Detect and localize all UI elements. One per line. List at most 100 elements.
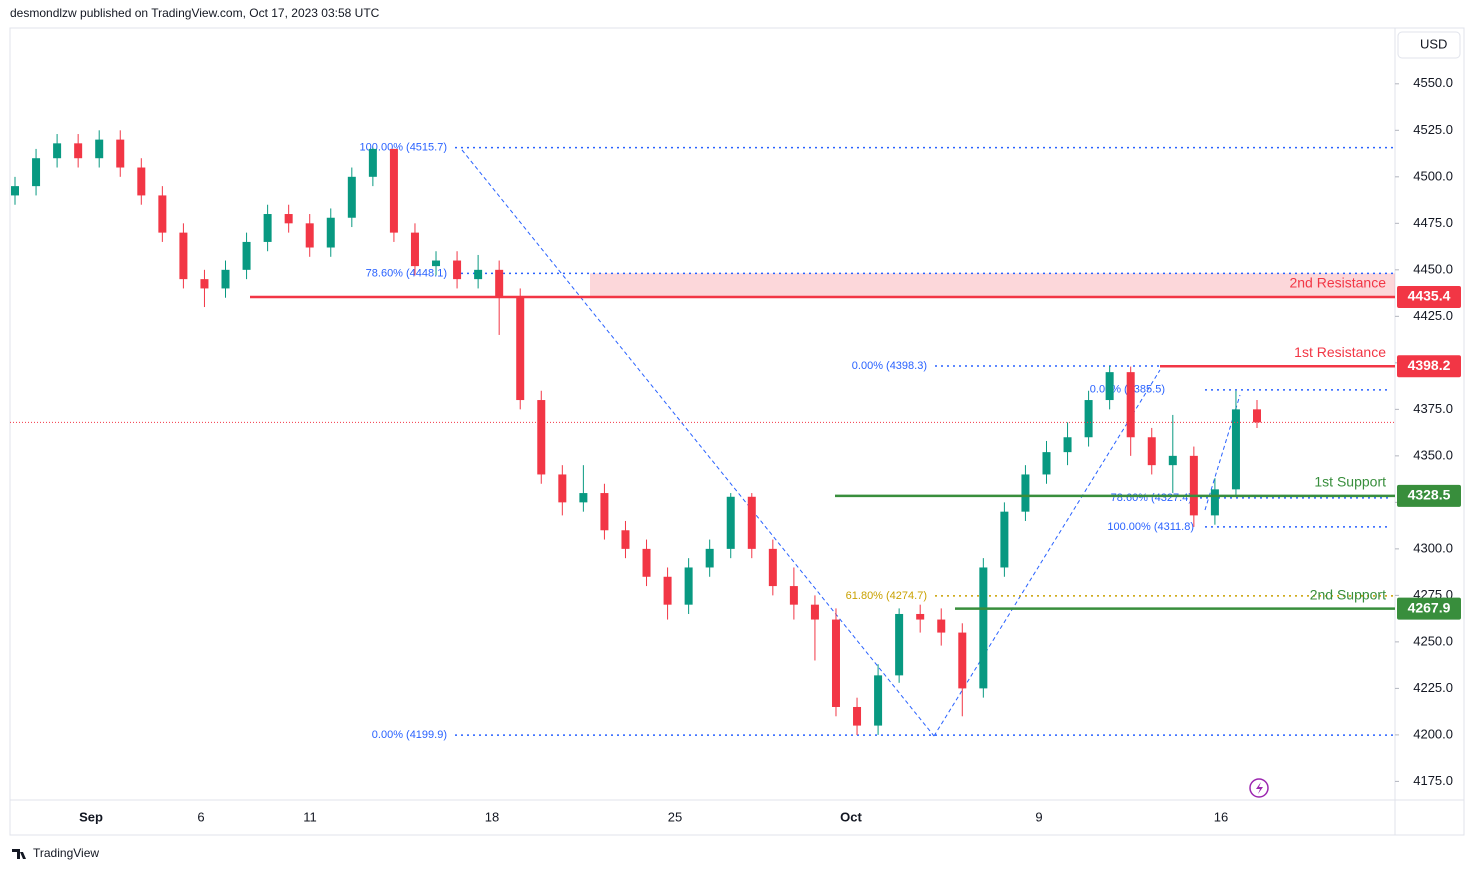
level-name: 2nd Resistance — [1289, 275, 1386, 291]
candle-body — [263, 214, 272, 242]
candle-body — [874, 675, 883, 726]
fib-label: 78.60% (4448.1) — [366, 267, 447, 279]
footer: TradingView — [33, 846, 99, 860]
fib-connectors — [461, 149, 1241, 737]
level-name: 1st Support — [1314, 474, 1386, 490]
candle-body — [1063, 437, 1072, 453]
logo — [12, 849, 26, 859]
y-tick-label: 4450.0 — [1413, 261, 1453, 276]
fib-label: 78.60% (4327.4) — [1111, 492, 1192, 504]
y-tick-label: 4250.0 — [1413, 633, 1453, 648]
candle-body — [853, 706, 862, 726]
candle-body — [810, 604, 819, 620]
candle-body — [537, 400, 546, 475]
level-name: 2nd Support — [1310, 586, 1386, 602]
candle-body — [1168, 455, 1177, 466]
candle-body — [768, 548, 777, 587]
candle-body — [137, 167, 146, 196]
y-tick-label: 4425.0 — [1413, 308, 1453, 323]
candle-body — [1253, 409, 1261, 423]
currency-box[interactable] — [1397, 31, 1461, 59]
candle-body — [200, 279, 209, 289]
fib-label: 100.00% (4311.8) — [1107, 521, 1194, 533]
x-tick-label: 6 — [197, 809, 204, 824]
candle-body — [1126, 372, 1135, 438]
y-tick-label: 4375.0 — [1413, 401, 1453, 416]
candle-body — [474, 269, 483, 280]
candle-body — [221, 269, 230, 289]
candle-body — [642, 548, 651, 577]
candle-body — [389, 148, 398, 233]
y-tick-label: 4350.0 — [1413, 447, 1453, 462]
candle-body — [410, 232, 419, 267]
candle-body — [684, 567, 693, 605]
y-tick-label: 4475.0 — [1413, 215, 1453, 230]
candle-body — [305, 223, 314, 248]
candle-body — [242, 241, 251, 270]
fib-label: 61.80% (4274.7) — [846, 590, 927, 602]
frame — [9, 27, 1465, 836]
candle-body — [95, 139, 104, 159]
level-price-box — [1397, 597, 1461, 620]
header: desmondlzw published on TradingView.com,… — [10, 6, 380, 20]
currency: USD — [1420, 36, 1447, 51]
y-tick-label: 4550.0 — [1413, 75, 1453, 90]
candle-body — [1042, 452, 1051, 475]
candle-body — [284, 214, 293, 224]
candle-body — [1210, 489, 1219, 516]
candle-body — [368, 148, 377, 177]
candle-body — [116, 139, 125, 168]
candle-body — [32, 158, 41, 187]
candle-body — [179, 232, 188, 280]
candle-body — [432, 260, 441, 267]
fib-label: 0.00% (4398.3) — [852, 360, 927, 372]
level-price: 4267.9 — [1408, 599, 1451, 615]
candle-body — [705, 548, 714, 568]
candle-body — [958, 632, 967, 689]
y-tick-label: 4175.0 — [1413, 773, 1453, 788]
candle-body — [621, 530, 630, 549]
level-price-box — [1397, 355, 1461, 378]
candle-body — [326, 217, 335, 248]
fib-label: 0.00% (4199.9) — [372, 729, 447, 741]
x-tick-label: 25 — [668, 809, 682, 824]
candle-body — [789, 586, 798, 605]
candle-body — [663, 576, 672, 605]
x-tick-label: 9 — [1035, 809, 1042, 824]
candle-body — [831, 619, 840, 707]
candle-body — [1105, 372, 1114, 401]
y-tick-label: 4200.0 — [1413, 726, 1453, 741]
candle-body — [1021, 474, 1030, 512]
candle-body — [1189, 455, 1198, 516]
candle-body — [11, 186, 19, 196]
x-tick-label: 16 — [1214, 809, 1228, 824]
level-price-box — [1397, 285, 1461, 308]
candle-body — [495, 269, 504, 298]
y-tick-label: 4525.0 — [1413, 122, 1453, 137]
candle-body — [516, 297, 525, 401]
candle-body — [916, 613, 925, 620]
y-tick-label: 4300.0 — [1413, 540, 1453, 555]
candle-body — [579, 493, 588, 503]
flash-icon[interactable] — [1249, 778, 1269, 798]
candle-body — [1231, 409, 1240, 490]
level-price: 4435.4 — [1408, 288, 1451, 304]
candle-body — [453, 260, 462, 280]
level-price-box — [1397, 484, 1461, 507]
x-tick-label: 18 — [485, 809, 499, 824]
candle-body — [1147, 437, 1156, 466]
fib-label: 100.00% (4515.7) — [360, 142, 447, 154]
candle-body — [747, 496, 756, 549]
y-tick-label: 4225.0 — [1413, 680, 1453, 695]
y-tick-label: 4500.0 — [1413, 168, 1453, 183]
level-price: 4328.5 — [1408, 487, 1451, 503]
level-price: 4398.2 — [1408, 357, 1451, 373]
candle-body — [600, 493, 609, 531]
level-name: 1st Resistance — [1294, 344, 1386, 360]
candle-body — [979, 567, 988, 689]
x-tick-label: Oct — [840, 809, 862, 824]
candle-body — [74, 143, 83, 159]
x-tick-label: Sep — [79, 809, 103, 824]
candle-body — [347, 176, 356, 218]
